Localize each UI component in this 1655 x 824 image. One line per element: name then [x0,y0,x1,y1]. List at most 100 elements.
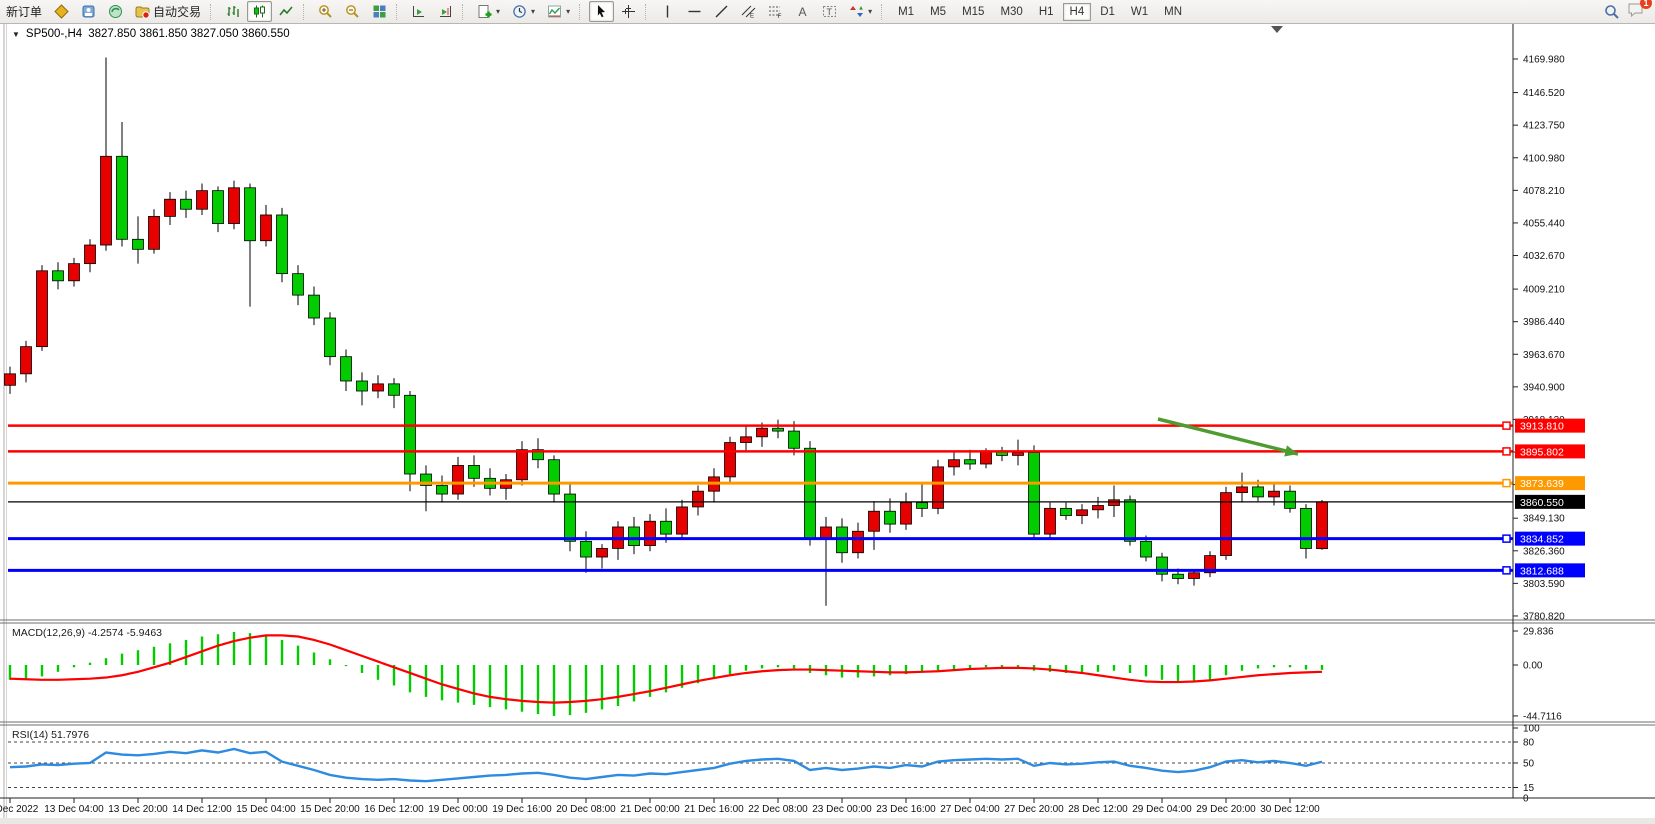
candle-body [1172,573,1184,579]
trend-arrow[interactable] [1157,417,1299,456]
navigator-button[interactable] [103,1,128,22]
arrows-tool-button[interactable]: ▾ [844,1,877,22]
price-line-label-text: 3834.852 [1520,534,1564,546]
chart-symbol: SP500-,H4 [25,28,83,40]
timeframe-M30[interactable]: M30 [1000,5,1023,18]
svg-text:3826.360: 3826.360 [1523,546,1565,557]
toolbar-separator [645,3,651,20]
crosshair-tool-button[interactable] [616,1,641,22]
timeframe-D1[interactable]: D1 [1100,5,1115,18]
time-label: 30 Dec 12:00 [1260,804,1320,815]
data-window-button[interactable] [76,1,101,22]
fibonacci-icon: F [768,4,783,20]
market-watch-button[interactable] [49,1,74,22]
search-icon[interactable] [1604,4,1619,19]
time-label: 13 Dec 04:00 [44,804,104,815]
timeframe-MN[interactable]: MN [1164,5,1183,18]
candle-body [84,244,96,265]
equidistant-channel-icon: E [741,4,756,20]
line-anchor-handle[interactable] [1502,534,1511,543]
time-label: 21 Dec 00:00 [620,804,680,815]
chart-shift-button[interactable] [433,1,458,22]
svg-text:A: A [799,5,807,19]
periods-button[interactable]: ▾ [507,1,540,22]
symbol-dropdown-icon[interactable]: ▼ [12,29,20,39]
channel-tool-button[interactable]: E [736,1,761,22]
candle-body [692,490,704,508]
time-label: 19 Dec 16:00 [492,804,552,815]
candle-body [532,449,544,461]
candle-body [884,510,896,525]
toolbar-separator [881,3,887,20]
text-tool-button[interactable]: A [790,1,815,22]
line-anchor-handle[interactable] [1502,421,1511,430]
svg-text:3940.900: 3940.900 [1523,382,1565,393]
candle-body [116,155,128,240]
chart-shift-icon [438,4,453,19]
candle-body [260,214,272,242]
market-watch-icon [54,4,69,19]
line-anchor-handle[interactable] [1502,447,1511,456]
svg-text:0: 0 [1523,794,1529,805]
time-axis[interactable]: 12 Dec 2022 13 Dec 04:00 13 Dec 20:00 14 De… [0,798,1320,815]
line-anchor-handle[interactable] [1502,566,1511,575]
candle-body [868,510,880,532]
auto-scroll-button[interactable] [406,1,431,22]
line-chart-type-button[interactable] [274,1,299,22]
new-order-button[interactable]: 新订单 [1,0,47,23]
time-label: 19 Dec 00:00 [428,804,488,815]
timeframe-H4[interactable]: H4 [1062,2,1092,21]
zoom-in-button[interactable] [313,1,338,22]
trendline-tool-button[interactable] [709,1,734,22]
svg-text:-44.7116: -44.7116 [1523,711,1562,722]
bar-chart-type-button[interactable] [220,1,245,22]
timeframe-H1[interactable]: H1 [1038,5,1054,18]
zoom-out-button[interactable] [340,1,365,22]
fibonacci-tool-button[interactable]: F [763,1,788,22]
chevron-down-icon: ▾ [496,7,501,16]
text-label-tool-button[interactable]: T [817,1,842,22]
candle-body [1012,452,1024,456]
candle-body [308,294,320,319]
svg-text:4146.520: 4146.520 [1523,88,1565,99]
notifications-button[interactable]: 1 [1627,0,1652,21]
chevron-down-icon: ▾ [531,7,536,16]
timeframe-toolbar: M1 M5 M15 M30 H1 H4 D1 W1 MN [890,0,1190,23]
price-line-label [1515,444,1585,459]
time-label: 23 Dec 00:00 [812,804,872,815]
main-toolbar: 新订单 自动交易 [0,0,1655,24]
indicators-button[interactable]: ▾ [542,1,575,22]
svg-text:4169.980: 4169.980 [1523,55,1565,66]
candle-body [148,216,160,250]
price-line-label-text: 3913.810 [1520,421,1564,433]
horizontal-line-tool-button[interactable] [682,1,707,22]
chart-ohlc: 3827.850 3861.850 3827.050 3860.550 [88,28,290,40]
candle-body [1140,540,1152,558]
chart-title[interactable]: ▼ SP500-,H4 3827.850 3861.850 3827.050 3… [12,28,290,40]
svg-text:E: E [750,14,754,20]
candle-body [420,473,432,486]
timeframe-M1[interactable]: M1 [898,5,915,18]
timeframe-W1[interactable]: W1 [1130,5,1149,18]
chart-shift-marker[interactable] [1271,26,1283,33]
autotrading-icon [135,4,150,19]
candle-body [1156,556,1168,575]
candle-body [196,190,208,210]
timeframe-M15[interactable]: M15 [962,5,985,18]
cursor-tool-button[interactable] [589,1,615,22]
candle-body [1268,490,1280,498]
vertical-line-tool-button[interactable] [655,1,680,22]
candlestick-chart-type-button[interactable] [247,1,273,22]
candle-body [52,270,64,282]
line-anchor-handle[interactable] [1502,478,1511,488]
tile-windows-button[interactable] [367,1,392,22]
timeframe-M5[interactable]: M5 [930,5,947,18]
price-line-label-text: 3873.639 [1520,478,1564,490]
new-chart-button[interactable]: ▾ [472,1,505,22]
vertical-line-icon [660,4,675,19]
autotrading-button[interactable]: 自动交易 [130,0,206,23]
svg-text:4123.750: 4123.750 [1523,121,1565,132]
candle-body [628,526,640,546]
candle-body [1252,486,1264,498]
